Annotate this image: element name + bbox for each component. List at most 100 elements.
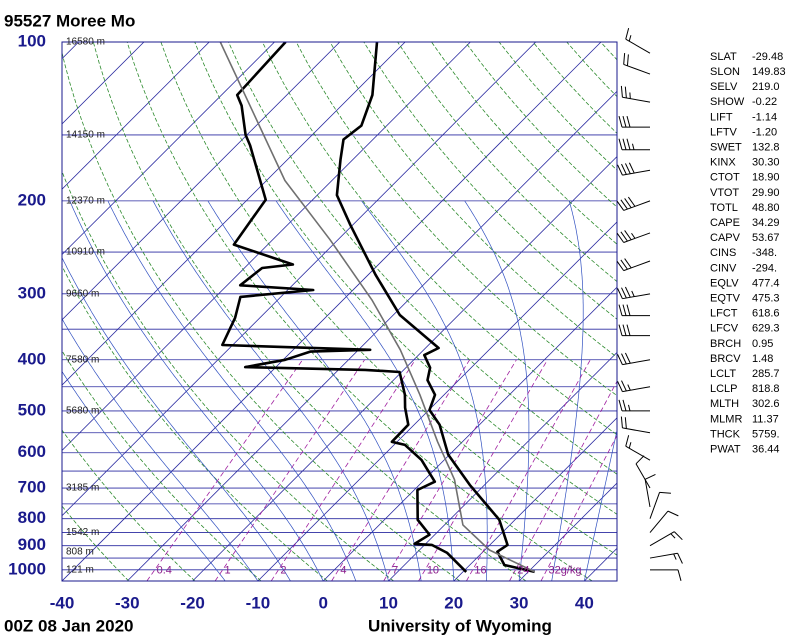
barb-half-feather xyxy=(632,143,635,150)
isotherm-grid-line xyxy=(62,42,602,581)
index-value: -1.14 xyxy=(752,111,777,123)
barb-staff xyxy=(622,293,651,300)
wind-barb xyxy=(616,196,651,211)
height-label: 121 m xyxy=(66,564,94,575)
index-name: BRCV xyxy=(710,353,741,365)
barb-feather xyxy=(618,399,623,412)
index-value: 30.30 xyxy=(752,157,780,169)
barb-staff xyxy=(622,386,651,393)
index-value: -348. xyxy=(752,247,777,259)
wind-barb xyxy=(625,435,651,461)
mixing-ratio-label: 7 xyxy=(392,565,398,577)
barb-feather xyxy=(618,324,623,336)
dry-adiabat xyxy=(126,42,593,581)
barb-feather xyxy=(626,304,631,316)
barb-feather xyxy=(677,552,683,564)
mixing-ratio-label: 16 xyxy=(474,565,486,577)
y-tick-label: 100 xyxy=(18,31,46,50)
index-name: EQLV xyxy=(710,277,739,289)
barb-staff xyxy=(623,63,651,75)
index-name: SLON xyxy=(710,66,740,78)
barb-half-feather xyxy=(631,290,635,297)
index-value: 36.44 xyxy=(752,444,780,456)
isotherm xyxy=(62,42,341,321)
mixing-ratio-label: 4 xyxy=(340,565,346,577)
height-label: 16580 m xyxy=(66,37,105,48)
barb-feather xyxy=(617,164,623,176)
wind-barb xyxy=(618,324,650,337)
barb-feather xyxy=(623,53,626,65)
x-tick-label: 30 xyxy=(510,593,529,612)
barb-feather xyxy=(620,85,623,98)
mixing-ratio-label: 10 xyxy=(427,565,439,577)
moist-adiabat xyxy=(551,200,584,581)
barb-staff xyxy=(623,200,651,211)
barb-feather xyxy=(618,138,623,150)
isotherm-grid-line xyxy=(453,417,617,581)
barb-feather xyxy=(626,138,631,150)
wind-barb xyxy=(617,380,651,393)
y-tick-label: 700 xyxy=(18,478,46,497)
index-name: TOTL xyxy=(710,202,738,214)
isotherm xyxy=(62,42,406,386)
x-tick-label: 20 xyxy=(444,593,463,612)
dry-adiabat xyxy=(62,429,196,581)
barb-feather xyxy=(621,353,627,365)
index-value: 0.95 xyxy=(752,338,773,350)
barb-staff xyxy=(644,479,651,507)
wind-barb xyxy=(616,230,651,243)
barb-feather xyxy=(624,258,632,269)
wind-barb xyxy=(649,491,671,519)
y-tick-label: 400 xyxy=(18,349,46,368)
wind-barb xyxy=(649,531,683,547)
index-name: LFCT xyxy=(710,308,738,320)
index-name: THCK xyxy=(710,428,741,440)
mixing-ratio-line xyxy=(146,359,303,581)
height-label: 14150 m xyxy=(66,130,105,141)
wind-barb xyxy=(650,569,682,581)
isotherm-grid-line xyxy=(257,221,617,581)
isotherm xyxy=(0,42,13,581)
x-tick-label: 10 xyxy=(379,593,398,612)
isotherm xyxy=(62,42,536,517)
isotherm xyxy=(62,42,210,190)
barb-feather xyxy=(624,163,631,174)
barb-staff xyxy=(625,38,651,54)
index-name: CAPV xyxy=(710,232,741,244)
wind-barb xyxy=(617,352,651,366)
index-value: -294. xyxy=(752,262,777,274)
height-label: 9660 m xyxy=(66,288,99,299)
barb-half-feather xyxy=(670,533,676,539)
barb-feather xyxy=(644,474,656,480)
isotherm xyxy=(62,42,275,256)
index-name: LCLP xyxy=(710,383,738,395)
dry-adiabat xyxy=(194,42,617,515)
moist-adiabat xyxy=(152,200,389,581)
profile-line xyxy=(219,42,536,573)
barb-staff xyxy=(622,359,651,366)
wind-barb xyxy=(617,162,651,176)
credit: University of Wyoming xyxy=(368,616,552,635)
barb-feather xyxy=(625,28,630,40)
wind-barb xyxy=(635,455,651,489)
dry-adiabat xyxy=(62,51,461,581)
barb-feather xyxy=(624,230,632,241)
barb-feather xyxy=(617,381,623,392)
dry-adiabat xyxy=(62,170,394,581)
wind-barb xyxy=(625,28,651,54)
index-value: 149.83 xyxy=(752,66,786,78)
x-tick-label: -40 xyxy=(50,593,75,612)
barb-staff xyxy=(635,463,651,489)
barb-half-feather xyxy=(628,404,631,412)
x-tick-label: -10 xyxy=(246,593,271,612)
isotherm xyxy=(62,42,471,451)
barb-feather xyxy=(621,163,627,175)
mixing-ratio-line xyxy=(214,359,365,581)
moist-adiabat xyxy=(584,428,617,581)
wind-barb xyxy=(618,304,650,317)
mixing-ratio-label: 24 xyxy=(517,565,529,577)
barb-staff xyxy=(625,445,651,461)
dry-adiabat xyxy=(62,579,63,581)
mixing-ratio-line xyxy=(466,359,591,581)
y-tick-label: 300 xyxy=(18,283,46,302)
